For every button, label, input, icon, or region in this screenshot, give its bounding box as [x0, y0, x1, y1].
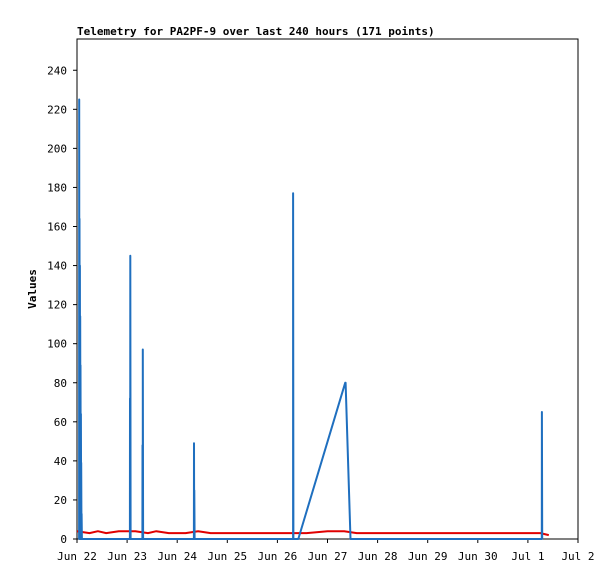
- y-axis-label: Values: [26, 269, 39, 309]
- y-tick-label: 100: [47, 338, 67, 351]
- y-tick-label: 180: [47, 181, 67, 194]
- x-tick-label: Jun 23: [107, 550, 147, 563]
- y-tick-label: 60: [54, 416, 67, 429]
- y-tick-label: 160: [47, 221, 67, 234]
- x-tick-label: Jun 29: [408, 550, 448, 563]
- y-axis: 0 20 40 60 80 100 120 140 160 180 200 220 240: [47, 64, 77, 546]
- x-tick-label: Jun 24: [157, 550, 197, 563]
- x-tick-label: Jun 27: [308, 550, 348, 563]
- x-tick-label: Jun 30: [458, 550, 498, 563]
- y-tick-label: 240: [47, 64, 67, 77]
- x-tick-label: Jun 22: [57, 550, 97, 563]
- x-axis: Jun 22 Jun 23 Jun 24 Jun 25 Jun 26 Jun 27 Jun …: [57, 539, 595, 563]
- y-tick-label: 140: [47, 260, 67, 273]
- chart-title: Telemetry for PA2PF-9 over last 240 hour…: [77, 25, 435, 38]
- x-tick-label: Jul 1: [511, 550, 544, 563]
- series-layer: [76, 98, 550, 540]
- y-tick-label: 80: [54, 377, 67, 390]
- plot-area: [76, 38, 579, 540]
- series-line-2: [76, 530, 550, 537]
- x-tick-label: Jun 28: [358, 550, 398, 563]
- x-tick-label: Jul 2: [561, 550, 594, 563]
- x-tick-label: Jun 26: [258, 550, 298, 563]
- y-tick-label: 40: [54, 455, 67, 468]
- y-tick-label: 200: [47, 142, 67, 155]
- y-tick-label: 120: [47, 299, 67, 312]
- y-tick-label: 0: [60, 533, 67, 546]
- series-line-1: [78, 98, 544, 540]
- y-tick-label: 20: [54, 494, 67, 507]
- x-tick-label: Jun 25: [207, 550, 247, 563]
- y-tick-label: 220: [47, 103, 67, 116]
